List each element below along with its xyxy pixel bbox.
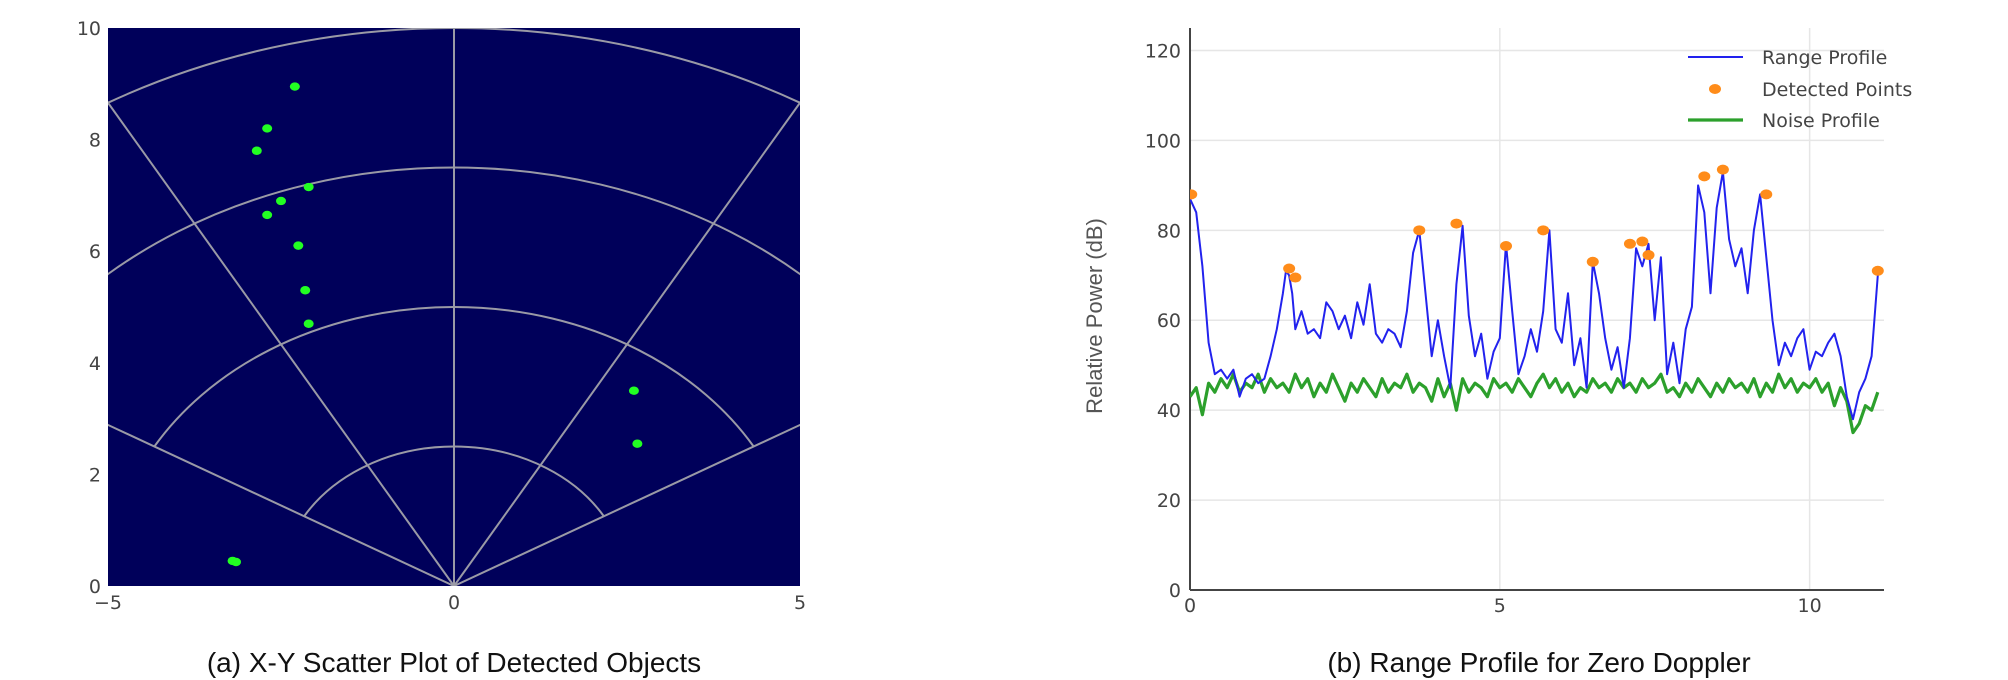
legend-label: Detected Points bbox=[1762, 79, 1912, 101]
x-tick-label: 5 bbox=[1494, 595, 1506, 617]
detected-point-marker bbox=[1623, 238, 1636, 249]
detected-point-marker bbox=[1716, 164, 1729, 175]
detected-object-point bbox=[251, 146, 262, 155]
y-tick-label: 10 bbox=[77, 18, 101, 40]
legend-label: Noise Profile bbox=[1762, 110, 1880, 132]
detected-object-point bbox=[231, 557, 242, 567]
y-tick-label: 100 bbox=[1145, 130, 1181, 152]
azimuth-spoke bbox=[453, 101, 800, 586]
detected-point-marker bbox=[1413, 225, 1426, 236]
azimuth-spoke bbox=[108, 423, 455, 586]
y-tick-label: 2 bbox=[89, 464, 101, 486]
range-profile-line bbox=[1190, 170, 1879, 421]
x-tick-label: 0 bbox=[1184, 595, 1196, 617]
y-axis-label: Relative Power (dB) bbox=[1082, 218, 1107, 414]
polar-grid bbox=[108, 28, 800, 586]
detected-point-marker bbox=[1537, 225, 1550, 236]
x-tick-label: 10 bbox=[1798, 595, 1822, 617]
detected-object-point bbox=[276, 196, 286, 206]
detected-point-marker bbox=[1450, 218, 1463, 229]
detected-point-marker bbox=[1500, 241, 1513, 252]
detected-object-point bbox=[262, 124, 273, 133]
y-tick-label: 20 bbox=[1157, 490, 1181, 512]
caption-b: (b) Range Profile for Zero Doppler bbox=[1327, 647, 1750, 678]
detected-point-marker bbox=[1190, 189, 1198, 200]
detected-object-point bbox=[262, 210, 273, 220]
y-tick-label: 8 bbox=[89, 130, 101, 152]
detected-point-marker bbox=[1642, 250, 1655, 261]
y-tick-label: 60 bbox=[1157, 310, 1181, 332]
legend-swatch-marker bbox=[1709, 84, 1721, 94]
detected-point-marker bbox=[1586, 256, 1599, 267]
y-tick-label: 0 bbox=[1169, 580, 1181, 602]
detected-object-point bbox=[303, 182, 314, 192]
detected-point-marker bbox=[1871, 265, 1884, 276]
noise-profile-line bbox=[1190, 372, 1880, 435]
y-tick-label: 80 bbox=[1157, 220, 1181, 242]
x-tick-label: −5 bbox=[94, 592, 122, 614]
legend: Range Profile Detected Points Noise Profil… bbox=[1688, 47, 1912, 132]
y-tick-label: 4 bbox=[89, 353, 101, 375]
detected-object-point bbox=[303, 319, 314, 328]
detected-object-point bbox=[632, 439, 643, 448]
detected-object-point bbox=[628, 386, 639, 395]
y-tick-label: 120 bbox=[1145, 40, 1181, 62]
caption-a: (a) X-Y Scatter Plot of Detected Objects bbox=[207, 647, 701, 678]
detected-point-marker bbox=[1289, 272, 1302, 283]
y-tick-label: 6 bbox=[89, 241, 101, 263]
detected-point-marker bbox=[1283, 263, 1296, 274]
detected-object-point bbox=[300, 286, 311, 295]
detected-objects bbox=[227, 82, 643, 567]
x-tick-label: 5 bbox=[794, 592, 806, 614]
range-series bbox=[1190, 164, 1884, 435]
detected-point-marker bbox=[1636, 236, 1649, 247]
y-tick-label: 0 bbox=[89, 576, 101, 598]
azimuth-spoke bbox=[453, 423, 800, 586]
detected-object-point bbox=[289, 82, 300, 91]
y-tick-label: 40 bbox=[1157, 400, 1181, 422]
detected-point-marker bbox=[1760, 189, 1773, 200]
detected-point-marker bbox=[1698, 171, 1711, 182]
legend-label: Range Profile bbox=[1762, 47, 1887, 69]
range-grid bbox=[1189, 28, 1884, 591]
detected-object-point bbox=[293, 241, 304, 250]
azimuth-spoke bbox=[108, 101, 455, 586]
x-tick-label: 0 bbox=[448, 592, 460, 614]
